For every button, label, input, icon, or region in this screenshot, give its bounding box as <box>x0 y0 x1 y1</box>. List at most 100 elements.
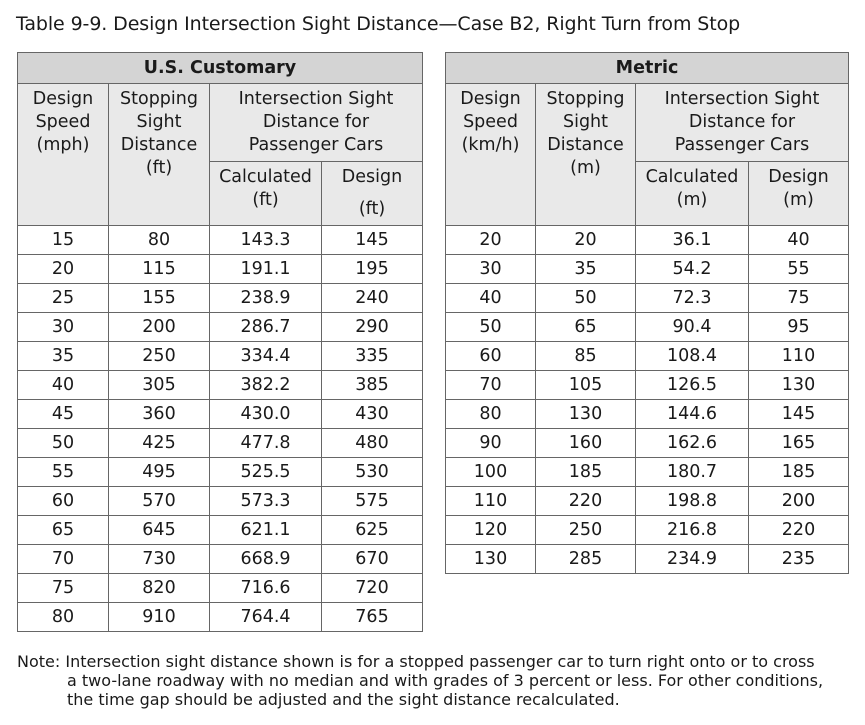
design-speed-cell: 75 <box>17 573 109 603</box>
design-cell: 530 <box>321 457 423 487</box>
table-row: 100 185 180.7 185 <box>445 457 849 487</box>
design-speed-cell: 70 <box>445 370 536 400</box>
calculated-cell: 198.8 <box>635 486 749 516</box>
design-cell: 430 <box>321 399 423 429</box>
table-row: 75 820 716.6 720 <box>17 573 423 603</box>
metric-group-header: Metric <box>445 52 849 84</box>
calculated-cell: 334.4 <box>209 341 322 371</box>
calculated-cell: 143.3 <box>209 225 322 255</box>
note-line: Note: Intersection sight distance shown … <box>17 652 815 671</box>
metric-table: Metric Design Speed (km/h) Stopping Sigh… <box>445 52 849 574</box>
design-cell: 235 <box>748 544 849 574</box>
table-row: 65 645 621.1 625 <box>17 515 423 545</box>
design-cell: 185 <box>748 457 849 487</box>
stopping-sight-cell: 115 <box>108 254 210 284</box>
table-row: 80 910 764.4 765 <box>17 602 423 632</box>
us-design-speed-header: Design Speed (mph) <box>17 83 109 226</box>
us-customary-table: U.S. Customary Design Speed (mph) Stoppi… <box>17 52 423 632</box>
calculated-cell: 477.8 <box>209 428 322 458</box>
calculated-cell: 126.5 <box>635 370 749 400</box>
design-speed-cell: 60 <box>17 486 109 516</box>
design-cell: 385 <box>321 370 423 400</box>
design-cell: 290 <box>321 312 423 342</box>
calculated-cell: 36.1 <box>635 225 749 255</box>
design-speed-cell: 50 <box>17 428 109 458</box>
design-cell: 95 <box>748 312 849 342</box>
calculated-cell: 716.6 <box>209 573 322 603</box>
table-row: 130 285 234.9 235 <box>445 544 849 574</box>
design-speed-cell: 20 <box>17 254 109 284</box>
design-speed-cell: 65 <box>17 515 109 545</box>
design-speed-cell: 100 <box>445 457 536 487</box>
stopping-sight-cell: 645 <box>108 515 210 545</box>
calculated-cell: 238.9 <box>209 283 322 313</box>
stopping-sight-cell: 35 <box>535 254 636 284</box>
stopping-sight-cell: 250 <box>108 341 210 371</box>
design-cell: 765 <box>321 602 423 632</box>
stopping-sight-cell: 20 <box>535 225 636 255</box>
stopping-sight-cell: 250 <box>535 515 636 545</box>
calculated-cell: 216.8 <box>635 515 749 545</box>
stopping-sight-cell: 155 <box>108 283 210 313</box>
table-row: 50 65 90.4 95 <box>445 312 849 342</box>
design-speed-cell: 80 <box>17 602 109 632</box>
calculated-cell: 286.7 <box>209 312 322 342</box>
design-cell: 55 <box>748 254 849 284</box>
design-cell: 335 <box>321 341 423 371</box>
stopping-sight-cell: 200 <box>108 312 210 342</box>
design-speed-cell: 90 <box>445 428 536 458</box>
design-speed-cell: 40 <box>445 283 536 313</box>
metric-design-speed-header: Design Speed (km/h) <box>445 83 536 226</box>
table-note: Note: Intersection sight distance shown … <box>17 652 847 709</box>
design-speed-cell: 50 <box>445 312 536 342</box>
design-speed-cell: 110 <box>445 486 536 516</box>
stopping-sight-cell: 285 <box>535 544 636 574</box>
calculated-cell: 764.4 <box>209 602 322 632</box>
metric-calculated-header: Calculated (m) <box>635 161 749 226</box>
us-design-header: Design (ft) <box>321 161 423 226</box>
design-cell: 240 <box>321 283 423 313</box>
stopping-sight-cell: 85 <box>535 341 636 371</box>
table-row: 20 115 191.1 195 <box>17 254 423 284</box>
table-row: 70 105 126.5 130 <box>445 370 849 400</box>
design-cell: 670 <box>321 544 423 574</box>
design-speed-cell: 25 <box>17 283 109 313</box>
us-calculated-header: Calculated (ft) <box>209 161 322 226</box>
table-row: 40 50 72.3 75 <box>445 283 849 313</box>
table-row: 55 495 525.5 530 <box>17 457 423 487</box>
design-cell: 75 <box>748 283 849 313</box>
calculated-cell: 54.2 <box>635 254 749 284</box>
design-cell: 200 <box>748 486 849 516</box>
stopping-sight-cell: 730 <box>108 544 210 574</box>
design-cell: 130 <box>748 370 849 400</box>
stopping-sight-cell: 495 <box>108 457 210 487</box>
table-row: 15 80 143.3 145 <box>17 225 423 255</box>
stopping-sight-cell: 80 <box>108 225 210 255</box>
design-cell: 145 <box>321 225 423 255</box>
design-speed-cell: 70 <box>17 544 109 574</box>
design-cell: 110 <box>748 341 849 371</box>
design-cell: 625 <box>321 515 423 545</box>
stopping-sight-cell: 910 <box>108 602 210 632</box>
stopping-sight-cell: 65 <box>535 312 636 342</box>
calculated-cell: 72.3 <box>635 283 749 313</box>
design-speed-cell: 55 <box>17 457 109 487</box>
metric-isd-header: Intersection Sight Distance for Passenge… <box>635 83 849 162</box>
table-row: 60 570 573.3 575 <box>17 486 423 516</box>
design-cell: 40 <box>748 225 849 255</box>
table-row: 110 220 198.8 200 <box>445 486 849 516</box>
calculated-cell: 668.9 <box>209 544 322 574</box>
design-speed-cell: 80 <box>445 399 536 429</box>
table-row: 80 130 144.6 145 <box>445 399 849 429</box>
stopping-sight-cell: 360 <box>108 399 210 429</box>
table-row: 70 730 668.9 670 <box>17 544 423 574</box>
table-row: 35 250 334.4 335 <box>17 341 423 371</box>
design-cell: 575 <box>321 486 423 516</box>
table-row: 50 425 477.8 480 <box>17 428 423 458</box>
design-speed-cell: 15 <box>17 225 109 255</box>
table-row: 45 360 430.0 430 <box>17 399 423 429</box>
design-speed-cell: 20 <box>445 225 536 255</box>
calculated-cell: 573.3 <box>209 486 322 516</box>
design-speed-cell: 45 <box>17 399 109 429</box>
calculated-cell: 191.1 <box>209 254 322 284</box>
